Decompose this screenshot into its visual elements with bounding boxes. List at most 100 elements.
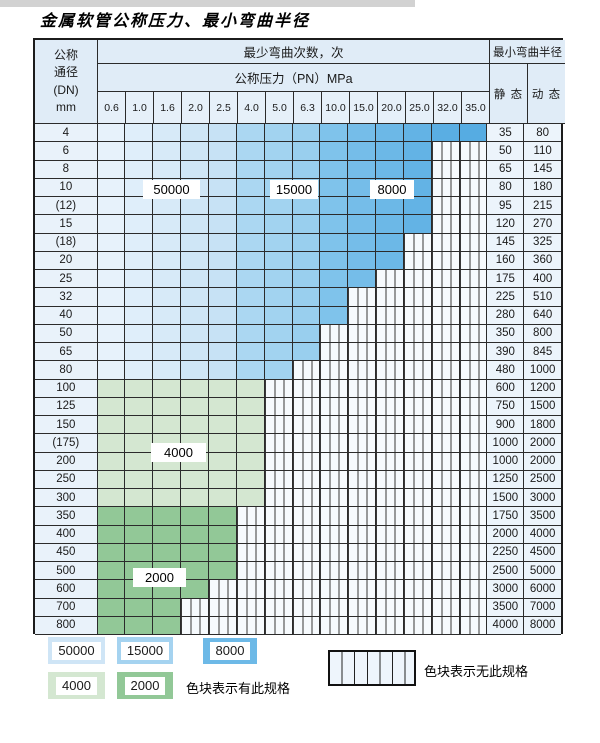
spec-cell (292, 324, 321, 343)
top-decorative-strip (0, 0, 415, 7)
dynamic-radius-cell: 400 (524, 270, 562, 289)
no-spec-cell (376, 361, 404, 380)
no-spec-cell (376, 543, 404, 562)
spec-cell (264, 251, 293, 270)
spec-cell (209, 379, 237, 398)
legend-swatch-4000: 4000 (48, 672, 105, 699)
no-spec-cell (459, 525, 488, 544)
no-spec-cell (292, 580, 321, 599)
legend-swatch-50000: 50000 (48, 637, 105, 664)
spec-cell (153, 233, 182, 252)
no-spec-cell (459, 160, 488, 179)
spec-cell (125, 543, 154, 562)
spec-cell (264, 197, 293, 216)
spec-cell (97, 215, 126, 234)
spec-cell (320, 215, 349, 234)
dynamic-radius-cell: 2000 (524, 452, 562, 471)
no-spec-cell (459, 361, 488, 380)
spec-cell (153, 361, 182, 380)
spec-cell (97, 507, 126, 526)
spec-cell (292, 288, 321, 307)
spec-cell (292, 343, 321, 362)
table-row: 100 600 1200 (35, 379, 562, 398)
no-spec-cell (236, 525, 265, 544)
no-spec-cell (292, 598, 321, 617)
no-spec-cell (376, 434, 404, 453)
spec-cell (153, 215, 182, 234)
no-spec-cell (348, 580, 377, 599)
spec-cell (181, 270, 210, 289)
spec-cell (292, 270, 321, 289)
no-spec-cell (320, 416, 349, 435)
no-spec-cell (376, 416, 404, 435)
no-spec-cell (403, 343, 432, 362)
spec-cell (209, 470, 237, 489)
no-spec-cell (348, 489, 377, 508)
no-spec-cell (236, 543, 265, 562)
spec-cell (320, 160, 349, 179)
static-radius-cell: 1250 (486, 470, 525, 489)
no-spec-cell (376, 379, 404, 398)
spec-cell (376, 142, 404, 161)
spec-cell (209, 361, 237, 380)
spec-cell (125, 470, 154, 489)
spec-cell (125, 124, 154, 143)
static-radius-cell: 3000 (486, 580, 525, 599)
spec-cell (181, 343, 210, 362)
no-spec-cell (403, 379, 432, 398)
legend-swatch-2000: 2000 (117, 672, 173, 699)
no-spec-cell (376, 452, 404, 471)
spec-cell (97, 178, 126, 197)
spec-cell (209, 434, 237, 453)
spec-cell (181, 562, 210, 581)
spec-cell (97, 470, 126, 489)
spec-cell (236, 215, 265, 234)
table-row: 40 280 640 (35, 306, 562, 325)
spec-cell (236, 470, 265, 489)
spec-cell (209, 416, 237, 435)
no-spec-cell (348, 324, 377, 343)
no-spec-cell (459, 233, 488, 252)
no-spec-cell (431, 397, 460, 416)
dn-cell: 350 (35, 507, 98, 526)
no-spec-cell (459, 452, 488, 471)
no-spec-cell (376, 489, 404, 508)
spec-cell (320, 233, 349, 252)
legend-swatch-label: 2000 (124, 676, 166, 695)
dynamic-radius-cell: 845 (524, 343, 562, 362)
spec-cell (236, 270, 265, 289)
no-spec-cell (431, 616, 460, 635)
no-spec-cell (459, 616, 488, 635)
static-radius-cell: 1750 (486, 507, 525, 526)
spec-cell (125, 251, 154, 270)
dn-cell: 450 (35, 543, 98, 562)
spec-cell (209, 562, 237, 581)
legend-swatch-8000: 8000 (203, 638, 257, 664)
no-spec-cell (431, 270, 460, 289)
spec-cell (125, 343, 154, 362)
spec-cell (236, 251, 265, 270)
spec-cell (264, 306, 293, 325)
spec-cell (125, 270, 154, 289)
spec-cell (348, 233, 377, 252)
spec-cell (209, 507, 237, 526)
dn-cell: 20 (35, 251, 98, 270)
static-radius-cell: 480 (486, 361, 525, 380)
no-spec-cell (264, 507, 293, 526)
spec-cell (153, 525, 182, 544)
static-radius-cell: 1000 (486, 434, 525, 453)
spec-cell (97, 489, 126, 508)
spec-cell (376, 124, 404, 143)
spec-cell (264, 233, 293, 252)
no-spec-cell (376, 343, 404, 362)
pressure-tick: 2.5 (210, 92, 238, 124)
no-spec-cell (264, 434, 293, 453)
no-spec-cell (459, 288, 488, 307)
no-spec-cell (403, 324, 432, 343)
pressure-tick: 25.0 (406, 92, 434, 124)
no-spec-cell (459, 142, 488, 161)
legend-no-spec-text: 色块表示无此规格 (424, 664, 529, 679)
table-row: 500 2500 5000 (35, 562, 562, 581)
static-radius-cell: 80 (486, 178, 525, 197)
spec-cell (236, 306, 265, 325)
